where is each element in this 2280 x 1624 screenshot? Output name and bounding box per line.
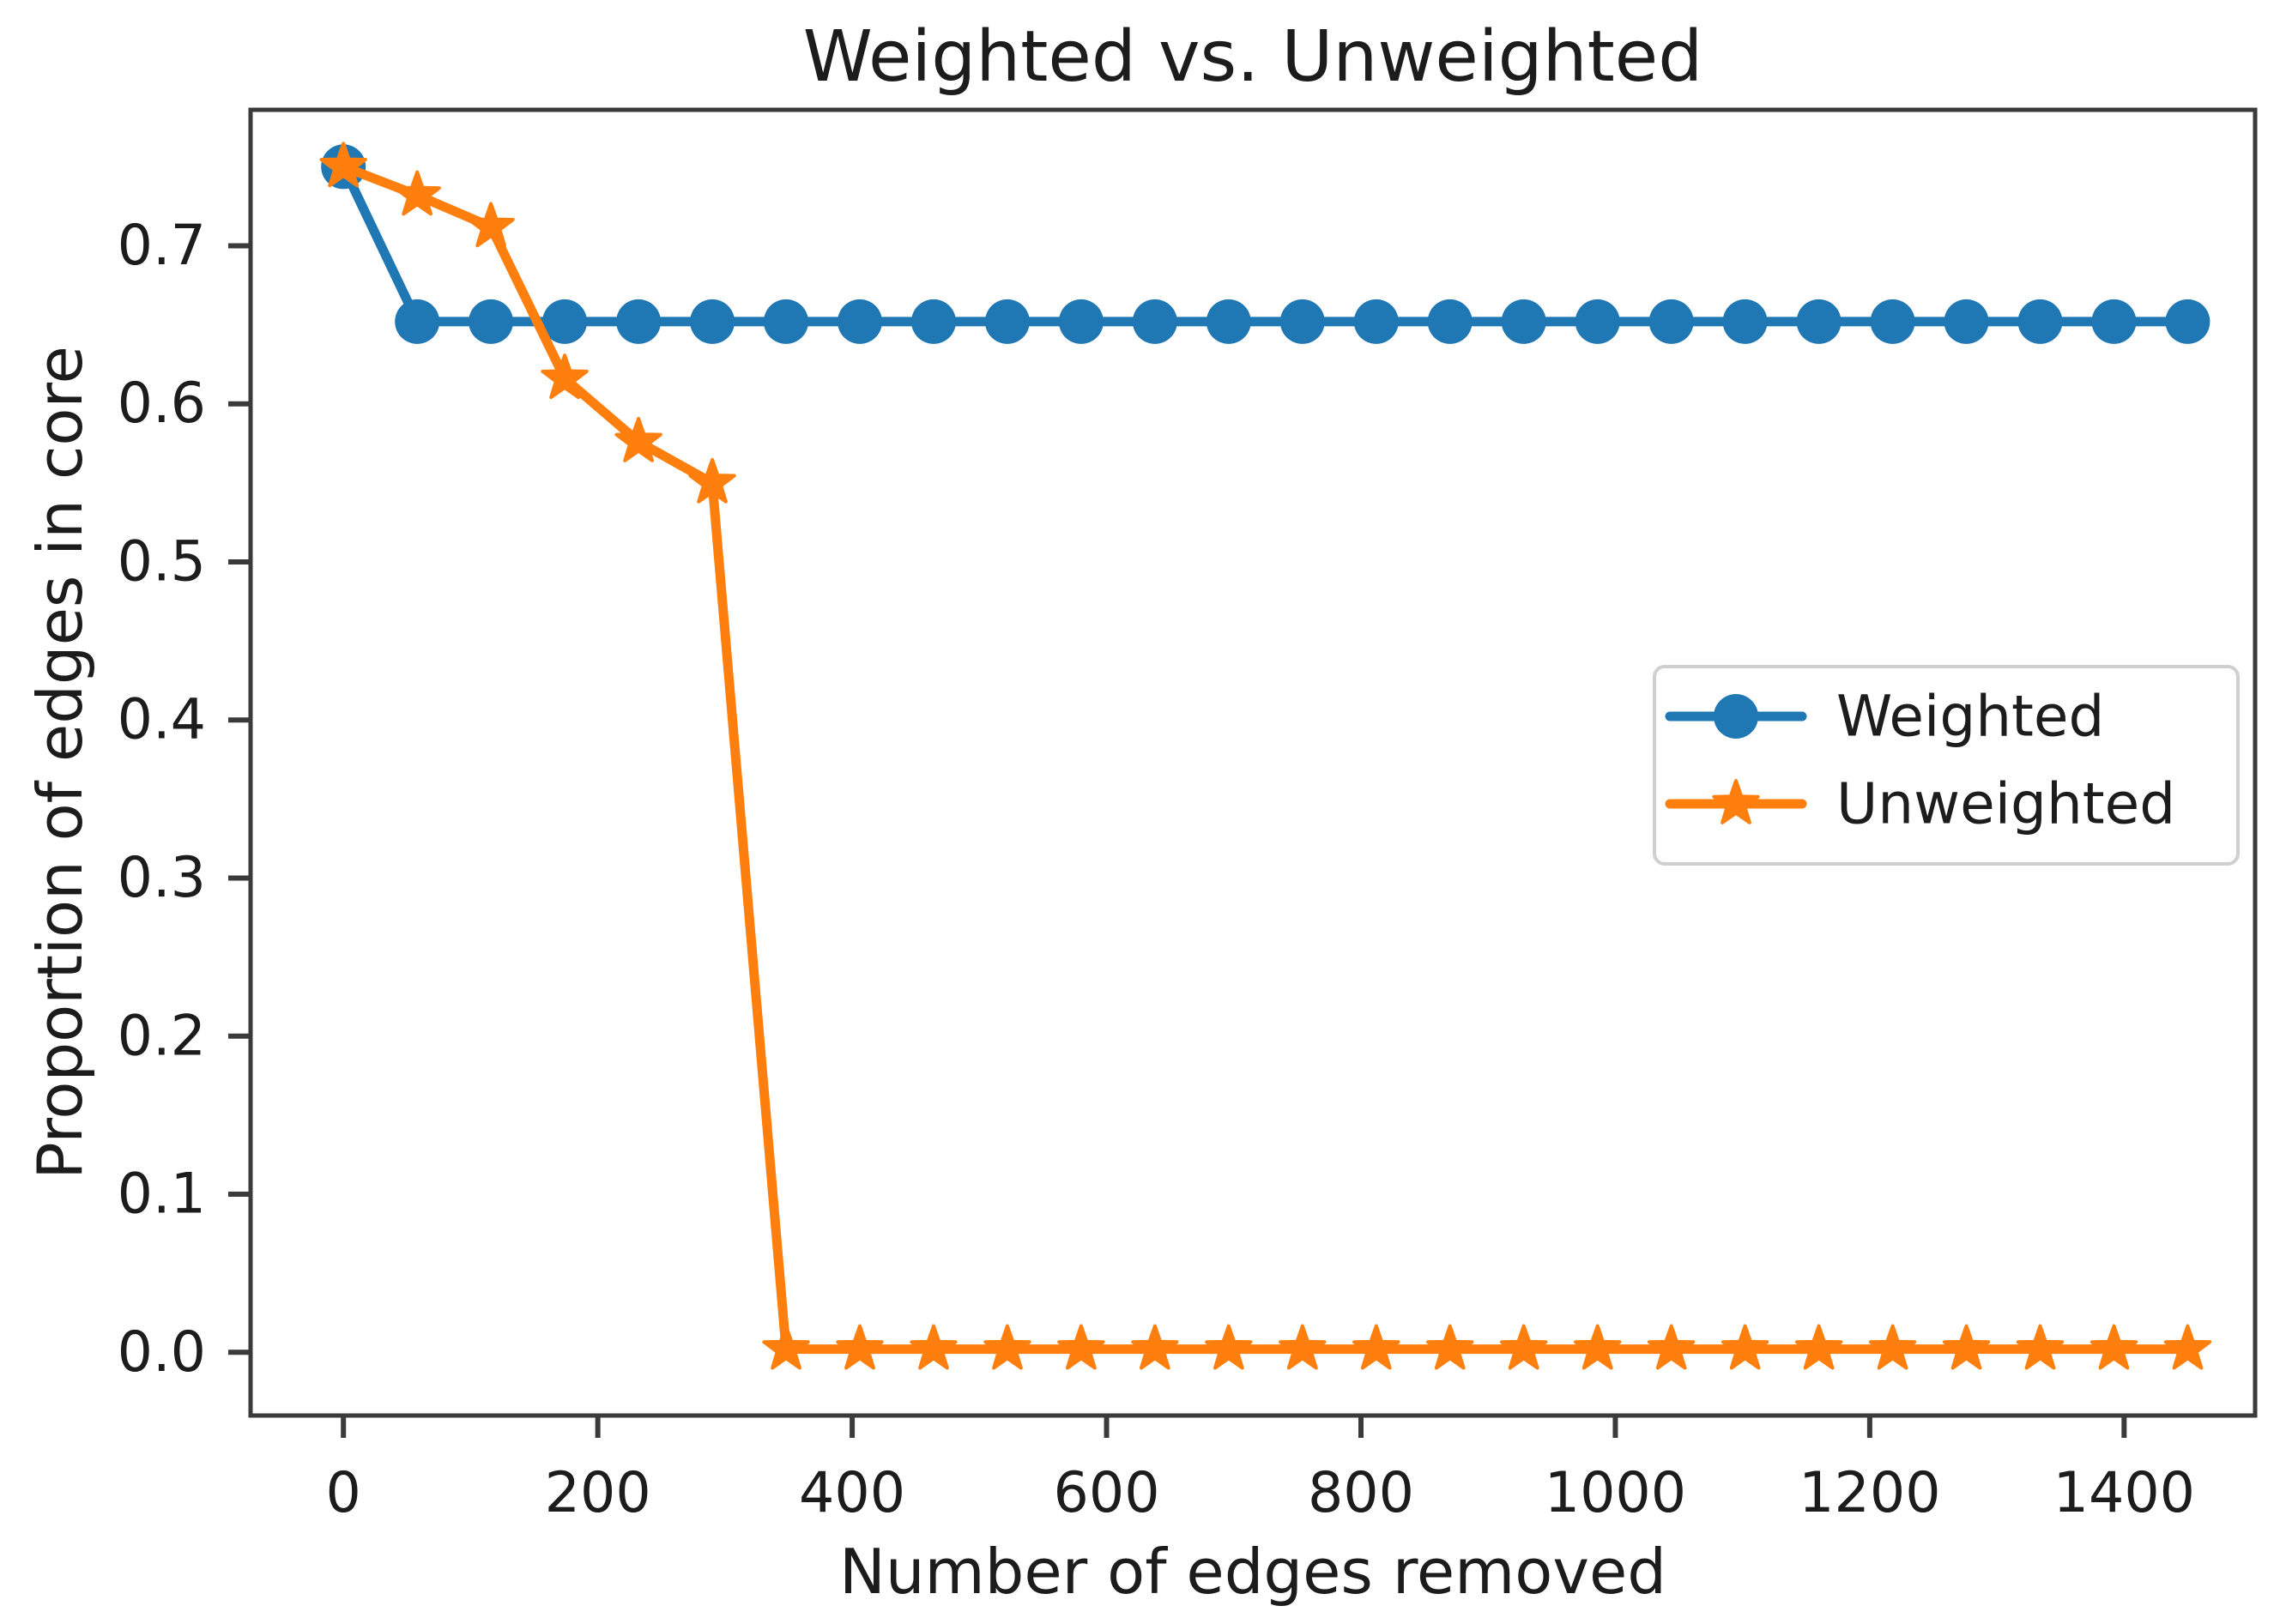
y-tick-label: 0.3 <box>118 846 206 910</box>
data-point-star <box>836 1324 884 1370</box>
data-point-circle <box>1944 299 1989 344</box>
data-point-star <box>1057 1324 1105 1370</box>
y-tick-label: 0.4 <box>118 688 206 752</box>
data-point-star <box>983 1324 1031 1370</box>
x-axis-label: Number of edges removed <box>839 1536 1666 1608</box>
data-point-star <box>319 142 367 188</box>
data-point-circle <box>616 299 662 344</box>
data-point-star <box>1500 1324 1548 1370</box>
chart-title: Weighted vs. Unweighted <box>803 16 1703 98</box>
legend: Weighted Unweighted <box>1653 665 2240 866</box>
data-point-star <box>1279 1324 1327 1370</box>
data-point-star <box>1205 1324 1253 1370</box>
data-point-circle <box>1353 299 1399 344</box>
x-tick-label: 1400 <box>2053 1461 2195 1525</box>
data-point-star <box>1648 1324 1696 1370</box>
data-point-star <box>2163 1324 2212 1370</box>
data-point-star <box>1131 1324 1179 1370</box>
data-point-star <box>2089 1324 2138 1370</box>
legend-label-weighted: Weighted <box>1836 684 2104 750</box>
data-point-circle <box>690 299 735 344</box>
y-axis-label: Proportion of edges in core <box>24 346 96 1180</box>
data-point-circle <box>1722 299 1768 344</box>
data-point-circle <box>911 299 956 344</box>
y-tick-label: 0.7 <box>118 214 206 278</box>
data-point-star <box>467 202 515 248</box>
legend-label-unweighted: Unweighted <box>1836 771 2175 837</box>
data-point-circle <box>395 299 440 344</box>
data-point-star <box>541 353 589 400</box>
data-point-circle <box>1058 299 1104 344</box>
plot-border <box>248 107 2258 1418</box>
data-point-star <box>1352 1324 1400 1370</box>
data-point-star <box>910 1324 958 1370</box>
x-tick-label: 1200 <box>1799 1461 1940 1525</box>
legend-samples <box>1665 694 1807 824</box>
data-point-star <box>393 170 441 216</box>
data-point-circle <box>1501 299 1546 344</box>
x-tick-label: 200 <box>545 1461 651 1525</box>
data-point-circle <box>984 299 1030 344</box>
data-point-star <box>1868 1324 1917 1370</box>
data-point-circle <box>2091 299 2137 344</box>
data-point-circle <box>2165 299 2210 344</box>
data-point-star <box>1426 1324 1474 1370</box>
data-point-star <box>1721 1324 1769 1370</box>
data-point-circle <box>1648 299 1694 344</box>
data-point-circle <box>764 299 808 344</box>
y-tick-label: 0.0 <box>118 1320 206 1385</box>
data-point-star <box>1942 1324 1991 1370</box>
x-tick-label: 400 <box>799 1461 905 1525</box>
unweighted-markers <box>319 142 2212 1370</box>
weighted-line <box>338 161 2192 327</box>
y-tick-label: 0.5 <box>118 529 206 594</box>
data-point-star <box>614 416 662 462</box>
data-point-circle <box>469 299 514 344</box>
x-tick-label: 600 <box>1054 1461 1160 1525</box>
legend-sample-star <box>1712 779 1760 824</box>
data-point-star <box>1794 1324 1843 1370</box>
axis-ticks: 0 200 400 600 800 1000 1200 1400 0.0 0.1 0.2 0.3 0.4… <box>118 214 2195 1525</box>
data-point-circle <box>1796 299 1842 344</box>
data-point-star <box>2016 1324 2065 1370</box>
x-tick-label: 0 <box>326 1461 361 1525</box>
data-point-circle <box>2017 299 2063 344</box>
data-point-star <box>688 457 736 504</box>
data-point-circle <box>838 299 882 344</box>
data-point-star <box>762 1324 810 1370</box>
data-point-circle <box>1279 299 1325 344</box>
data-point-circle <box>1575 299 1620 344</box>
y-tick-label: 0.2 <box>118 1004 206 1068</box>
data-point-circle <box>1132 299 1177 344</box>
x-tick-label: 1000 <box>1545 1461 1686 1525</box>
x-tick-label: 800 <box>1308 1461 1414 1525</box>
series-layer <box>319 142 2212 1370</box>
y-tick-label: 0.6 <box>118 371 206 436</box>
data-point-circle <box>1206 299 1251 344</box>
data-point-star <box>1574 1324 1622 1370</box>
weighted-markers <box>321 144 2210 344</box>
y-tick-label: 0.1 <box>118 1162 206 1227</box>
data-point-circle <box>1870 299 1915 344</box>
data-point-circle <box>542 299 588 344</box>
data-point-circle <box>1427 299 1473 344</box>
legend-sample-circle <box>1714 694 1758 739</box>
